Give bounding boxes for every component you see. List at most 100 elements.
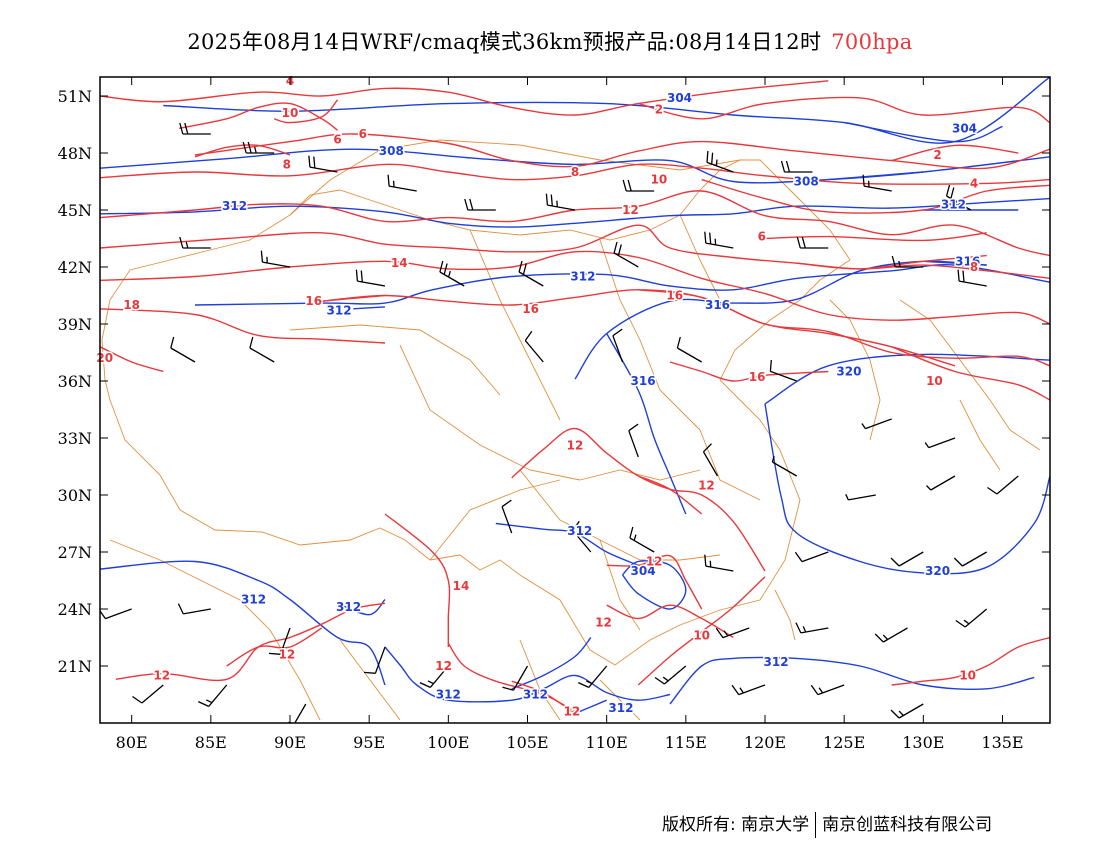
temperature-contour-line bbox=[701, 178, 1050, 214]
temperature-contour-label: 8 bbox=[970, 260, 978, 274]
temperature-contour-label: 10 bbox=[282, 106, 299, 120]
lon-label: 85E bbox=[195, 733, 227, 752]
wind-barb bbox=[629, 526, 655, 553]
temperature-contour-line bbox=[511, 680, 576, 715]
temperature-contour-line bbox=[606, 554, 703, 610]
wind-barb bbox=[363, 646, 386, 674]
wind-barb bbox=[953, 551, 988, 567]
temperature-contour-line bbox=[637, 576, 766, 686]
wind-barb bbox=[861, 418, 892, 430]
wind-barb bbox=[926, 475, 956, 491]
lon-label: 115E bbox=[665, 733, 707, 752]
lon-label: 95E bbox=[353, 733, 385, 752]
wind-barb bbox=[945, 184, 972, 211]
footer-separator bbox=[815, 812, 817, 838]
title-level: 700hpa bbox=[831, 30, 913, 54]
temperature-contour-line bbox=[638, 289, 956, 367]
wind-barb bbox=[794, 551, 829, 563]
wind-barb bbox=[572, 520, 592, 553]
province-lines bbox=[289, 214, 761, 631]
height-contour-line bbox=[844, 121, 1003, 143]
height-contour-label: 316 bbox=[705, 298, 730, 312]
height-contour-label: 304 bbox=[667, 91, 692, 105]
temperature-contour-label: 8 bbox=[283, 157, 291, 171]
temperature-contour-line bbox=[273, 99, 339, 124]
temperature-contour-label: 6 bbox=[758, 230, 766, 244]
wind-barb bbox=[796, 236, 829, 249]
temperature-contour-line bbox=[764, 232, 987, 242]
height-contour-line bbox=[621, 560, 687, 610]
wind-barb bbox=[545, 193, 576, 211]
height-contour-label: 312 bbox=[764, 655, 789, 669]
temperature-contours bbox=[100, 80, 1050, 715]
copyright-footer: 版权所有: 南京大学 南京创蓝科技有限公司 bbox=[662, 810, 992, 838]
wind-barb bbox=[628, 423, 639, 458]
temperature-contour-line bbox=[100, 308, 386, 344]
lat-label: 33N bbox=[58, 429, 92, 448]
temperature-contour-line bbox=[891, 636, 1050, 686]
height-contour-line bbox=[100, 560, 386, 686]
wind-barb bbox=[501, 499, 513, 534]
temperature-contour-line bbox=[669, 361, 829, 382]
wind-barb bbox=[654, 665, 687, 685]
wind-barb bbox=[260, 250, 291, 268]
wind-barb bbox=[704, 231, 734, 249]
wind-barb bbox=[955, 608, 988, 628]
copyright-left: 版权所有: 南京大学 bbox=[662, 815, 810, 835]
wind-barb bbox=[387, 174, 417, 192]
temperature-contour-line bbox=[638, 96, 1050, 124]
wind-barb bbox=[288, 703, 307, 723]
wind-barb bbox=[464, 198, 496, 211]
se-asia-coast bbox=[109, 539, 641, 721]
wind-barb bbox=[177, 603, 211, 615]
wind-barb bbox=[702, 443, 719, 477]
temperature-contour-label: 20 bbox=[96, 351, 113, 365]
wind-barb bbox=[242, 141, 275, 154]
temperature-contour-line bbox=[638, 475, 703, 515]
wind-barb bbox=[268, 627, 291, 655]
temperature-contour-label: 12 bbox=[646, 555, 663, 569]
korea-japan-coast bbox=[774, 299, 1041, 641]
wind-barb bbox=[704, 554, 734, 572]
lat-label: 48N bbox=[58, 144, 92, 163]
contour-labels: 304 304 308 308 312 312 312 312 316 316 316 320 320 3… bbox=[95, 72, 982, 720]
axis-labels: 51N 48N 45N 42N 39N 36N 33N 30N 27N 24N 21N 80E 85E 9… bbox=[58, 77, 1050, 752]
temperature-contour-label: 10 bbox=[959, 669, 976, 683]
temperature-contour-line bbox=[179, 102, 338, 131]
height-contour-label: 312 bbox=[436, 688, 461, 702]
height-contour-label: 316 bbox=[631, 374, 656, 388]
wind-barb bbox=[439, 260, 465, 287]
temperature-contour-label: 12 bbox=[563, 705, 580, 719]
temperature-contour-label: 12 bbox=[622, 203, 639, 217]
wind-barb bbox=[810, 684, 845, 696]
wind-barb bbox=[622, 179, 655, 192]
temperature-contour-label: 4 bbox=[970, 176, 978, 190]
temperature-contour-label: 12 bbox=[435, 659, 452, 673]
wind-barb bbox=[731, 684, 766, 696]
lat-label: 42N bbox=[58, 258, 92, 277]
wind-barb bbox=[845, 494, 876, 501]
height-contour-line bbox=[828, 171, 924, 181]
height-contour-label: 304 bbox=[631, 564, 656, 578]
lat-label: 51N bbox=[58, 87, 92, 106]
temperature-contour-line bbox=[194, 133, 1050, 170]
wind-barb bbox=[771, 455, 798, 477]
wind-barb bbox=[780, 160, 813, 173]
height-contour-label: 312 bbox=[241, 593, 266, 607]
lon-label: 80E bbox=[116, 733, 148, 752]
lat-label: 39N bbox=[58, 315, 92, 334]
country-boundaries bbox=[101, 139, 1041, 721]
wind-barb bbox=[613, 241, 639, 268]
wind-barb bbox=[769, 359, 797, 382]
wind-barb bbox=[862, 174, 892, 192]
height-contour-line bbox=[764, 353, 1050, 405]
wind-barb bbox=[924, 437, 956, 449]
wind-barb bbox=[874, 627, 908, 643]
height-contour-line bbox=[353, 306, 386, 310]
china-border bbox=[101, 159, 851, 666]
map-frame bbox=[99, 76, 1051, 724]
wind-barb bbox=[308, 155, 338, 173]
height-contour-line bbox=[606, 333, 687, 515]
wind-barb bbox=[179, 122, 211, 135]
